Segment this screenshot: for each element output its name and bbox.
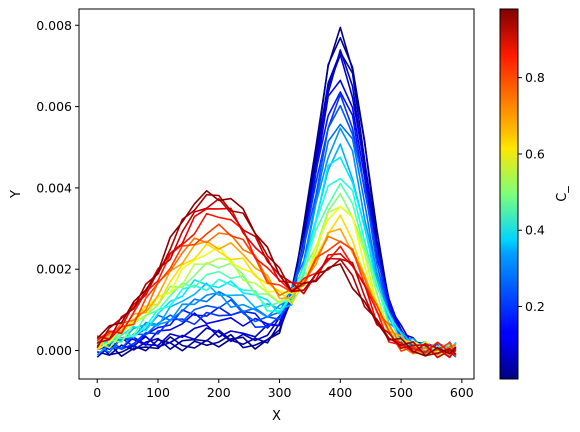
y-tick-label: 0.004 xyxy=(36,180,72,195)
series-line xyxy=(96,223,457,356)
series-line xyxy=(96,79,457,357)
series-line xyxy=(96,91,457,355)
series-line xyxy=(96,228,457,356)
series-line xyxy=(97,156,457,355)
x-tick-label: 100 xyxy=(146,385,170,400)
x-tick-label: 0 xyxy=(93,385,101,400)
x-axis-title: X xyxy=(272,409,281,424)
y-tick-label: 0.002 xyxy=(36,262,72,277)
y-axis-title: Y xyxy=(9,190,24,199)
x-tick-label: 400 xyxy=(328,385,352,400)
y-tick-label: 0.000 xyxy=(36,343,72,358)
y-axis-ticks: 0.000 0.002 0.004 0.006 0.008 xyxy=(36,18,79,358)
x-axis-ticks: 0 100 200 300 400 500 600 xyxy=(93,379,474,400)
series-line xyxy=(96,93,457,357)
x-tick-label: 300 xyxy=(268,385,292,400)
colorbar-tick-label: 0.4 xyxy=(525,223,545,238)
series-line xyxy=(97,53,457,359)
x-tick-label: 600 xyxy=(450,385,474,400)
y-tick-label: 0.006 xyxy=(36,99,72,114)
series-line xyxy=(96,193,457,357)
colorbar-ticks: 0.2 0.4 0.6 0.8 xyxy=(518,70,545,314)
plot-frame xyxy=(78,8,475,380)
x-tick-label: 200 xyxy=(207,385,231,400)
colorbar-tick-label: 0.8 xyxy=(525,70,545,85)
x-tick-label: 500 xyxy=(389,385,413,400)
colorbar-tick-label: 0.2 xyxy=(525,299,545,314)
y-tick-label: 0.008 xyxy=(36,18,72,33)
colorbar-tick-label: 0.6 xyxy=(525,146,545,161)
series-lines xyxy=(96,26,457,359)
series-line xyxy=(96,190,457,357)
colorbar xyxy=(499,8,519,380)
series-line xyxy=(96,104,457,357)
colorbar-label: C_ xyxy=(555,186,570,202)
